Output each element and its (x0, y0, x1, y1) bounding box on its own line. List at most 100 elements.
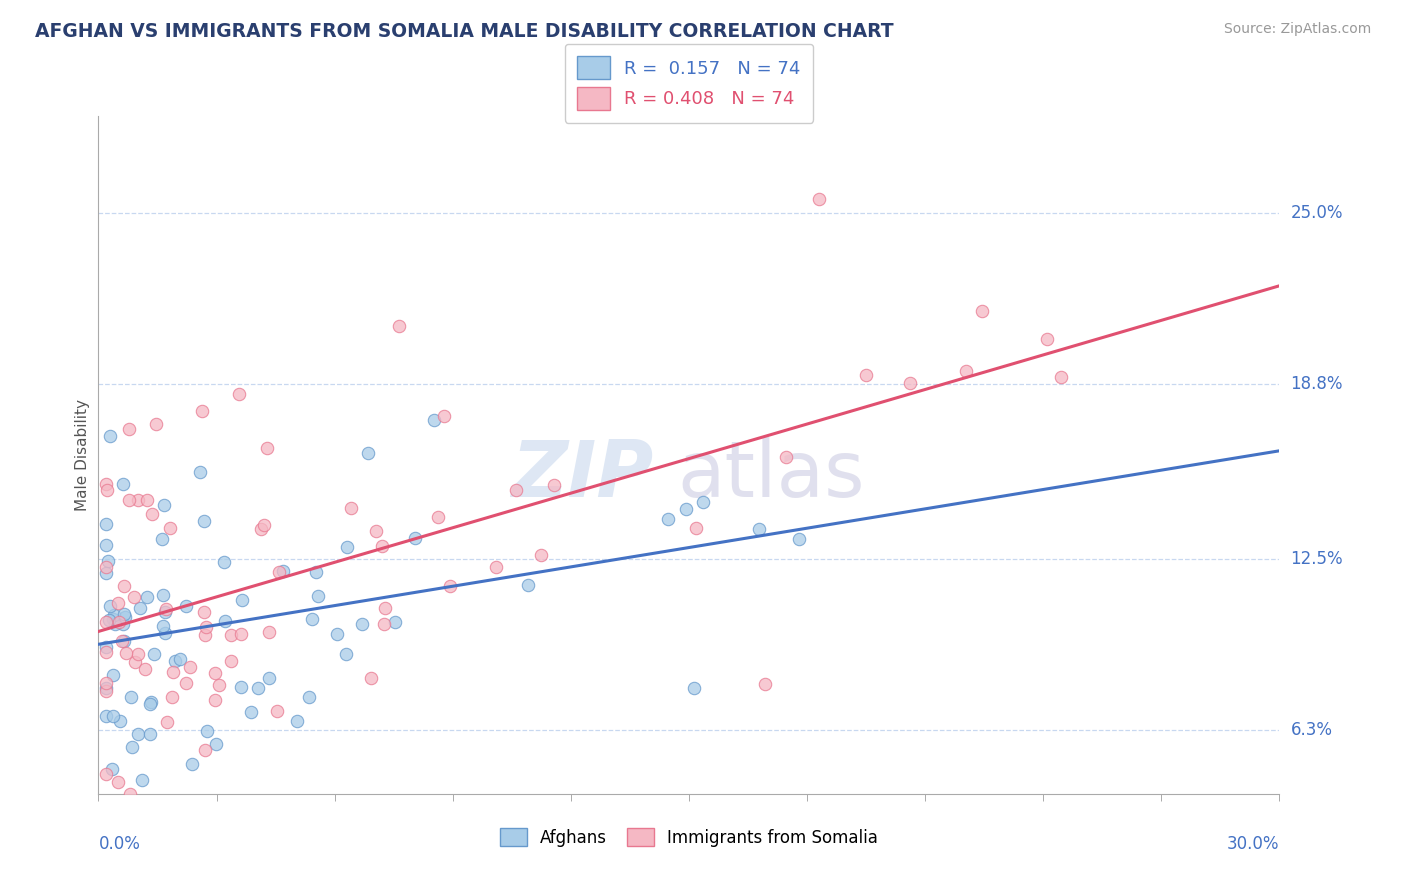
Point (326, 626, 349, 640)
Point (107, 775, 129, 789)
Point (505, 483, 527, 497)
Point (214, 614, 236, 628)
Point (96, 559, 118, 574)
Text: ZIP: ZIP (512, 437, 654, 513)
Point (197, 723, 219, 738)
Point (96, 684, 118, 698)
Point (271, 564, 294, 578)
Point (96, 766, 118, 780)
Point (101, 709, 124, 723)
Point (692, 495, 714, 509)
Point (188, 465, 211, 479)
Point (229, 680, 252, 694)
Point (139, 727, 162, 741)
Point (96, 483, 118, 497)
Point (111, 634, 134, 648)
Text: 30.0%: 30.0% (1227, 835, 1279, 853)
Point (204, 737, 226, 751)
Text: AFGHAN VS IMMIGRANTS FROM SOMALIA MALE DISABILITY CORRELATION CHART: AFGHAN VS IMMIGRANTS FROM SOMALIA MALE D… (35, 22, 894, 41)
Point (108, 714, 131, 729)
Point (384, 615, 406, 630)
Point (100, 599, 122, 613)
Point (111, 476, 134, 491)
Point (239, 705, 262, 719)
Point (357, 446, 380, 460)
Text: atlas: atlas (678, 437, 865, 513)
Point (530, 548, 553, 562)
Point (439, 579, 461, 593)
Point (118, 493, 141, 508)
Point (388, 318, 411, 333)
Point (143, 648, 166, 662)
Text: 25.0%: 25.0% (1291, 203, 1343, 222)
Point (112, 607, 135, 622)
Point (340, 501, 363, 516)
Point (111, 617, 134, 632)
Point (96, 517, 118, 532)
Point (162, 665, 184, 680)
Point (257, 671, 280, 685)
Text: Source: ZipAtlas.com: Source: ZipAtlas.com (1223, 22, 1371, 37)
Point (174, 676, 197, 690)
Point (96, 615, 118, 629)
Point (298, 690, 321, 705)
Point (194, 743, 217, 757)
Point (787, 532, 810, 546)
Point (152, 588, 174, 602)
Point (683, 681, 706, 695)
Point (249, 522, 271, 536)
Point (98, 613, 121, 627)
Point (97, 553, 120, 567)
Point (256, 441, 278, 455)
Point (165, 654, 187, 668)
Point (543, 478, 565, 492)
Text: 12.5%: 12.5% (1291, 549, 1343, 567)
Point (748, 522, 770, 536)
Point (352, 616, 374, 631)
Point (180, 756, 202, 771)
Point (104, 617, 127, 632)
Point (96, 476, 118, 491)
Point (160, 690, 183, 704)
Point (1036, 332, 1059, 346)
Point (335, 647, 357, 661)
Point (336, 540, 359, 554)
Point (136, 492, 159, 507)
Text: 18.8%: 18.8% (1291, 376, 1343, 393)
Point (128, 727, 150, 741)
Point (138, 697, 160, 711)
Point (108, 615, 131, 629)
Point (266, 704, 288, 718)
Point (247, 681, 270, 695)
Point (118, 422, 141, 436)
Point (517, 578, 540, 592)
Point (194, 620, 217, 634)
Point (107, 596, 129, 610)
Point (131, 772, 153, 787)
Point (96, 640, 118, 654)
Point (101, 668, 124, 682)
Point (267, 566, 290, 580)
Point (101, 611, 124, 625)
Point (423, 413, 446, 427)
Point (127, 492, 149, 507)
Point (145, 417, 167, 431)
Point (174, 599, 197, 614)
Point (150, 533, 173, 547)
Point (404, 531, 426, 545)
Point (96, 538, 118, 552)
Point (96, 676, 118, 690)
Point (169, 651, 191, 665)
Point (120, 690, 142, 705)
Point (152, 618, 174, 632)
Point (155, 602, 177, 616)
Point (127, 647, 149, 661)
Point (360, 671, 382, 685)
Point (121, 740, 143, 755)
Point (685, 521, 707, 535)
Point (122, 590, 145, 604)
Point (118, 787, 141, 801)
Point (970, 304, 993, 318)
Point (96, 709, 118, 723)
Point (190, 403, 212, 417)
